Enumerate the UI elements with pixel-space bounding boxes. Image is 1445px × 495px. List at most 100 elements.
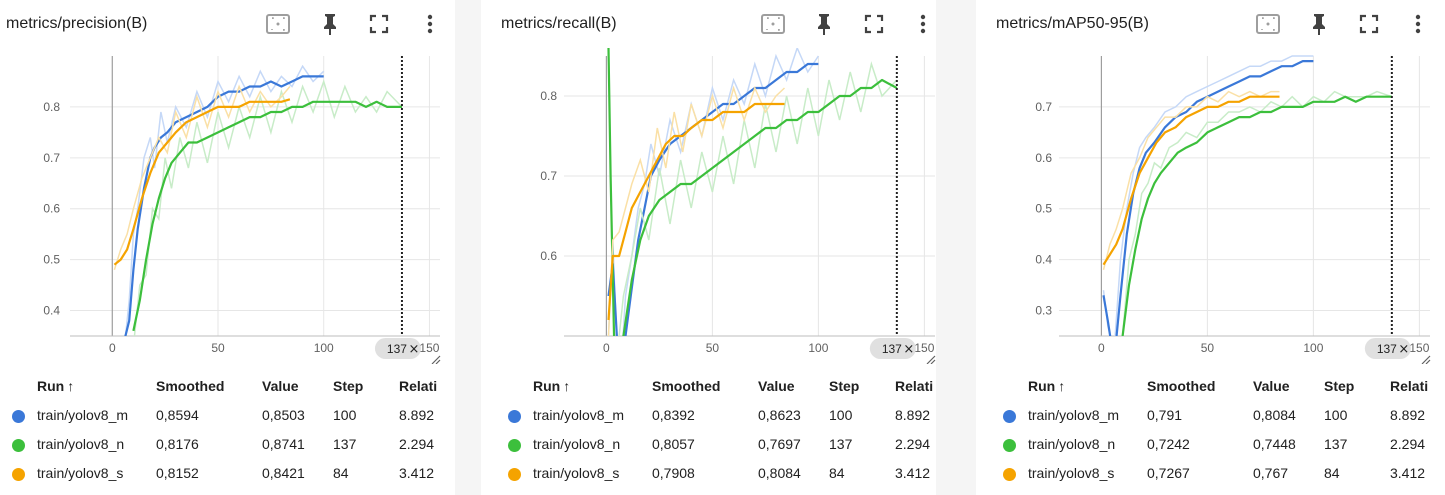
cell-relative: 2.294 (895, 436, 931, 452)
resize-handle-icon[interactable] (431, 355, 441, 364)
step-marker-chip[interactable] (374, 338, 421, 359)
fit-domain-icon[interactable] (264, 10, 292, 38)
y-tick-label: 0.5 (43, 253, 60, 267)
x-tick-label: 50 (211, 341, 225, 355)
column-header-value[interactable]: Value (262, 378, 299, 394)
cell-run: train/yolov8_n (37, 436, 125, 452)
column-header-value[interactable]: Value (1253, 378, 1290, 394)
column-header-step[interactable]: Step (829, 378, 860, 394)
table-row[interactable]: train/yolov8_s 0,8152 0,8421 84 3.412 (0, 465, 455, 485)
series-line (607, 102, 785, 321)
cell-step: 137 (333, 436, 357, 452)
column-header-relative[interactable]: Relati (1390, 378, 1429, 394)
column-header-smoothed[interactable]: Smoothed (652, 378, 721, 394)
pin-icon[interactable] (316, 10, 344, 38)
table-row[interactable]: train/yolov8_m 0,791 0,8084 100 8.892 (976, 407, 1431, 427)
line-chart[interactable]: 0.4 0.5 0.6 0.7 0.8 0 50 100 150 137 × (0, 48, 455, 364)
cell-relative: 3.412 (1390, 465, 1426, 481)
y-tick-label: 0.7 (540, 169, 557, 183)
column-header-value[interactable]: Value (758, 378, 795, 394)
line-chart[interactable]: 0.6 0.7 0.8 0 50 100 150 137 × (481, 48, 936, 364)
fullscreen-icon[interactable] (365, 10, 393, 38)
close-icon[interactable]: × (1398, 342, 1409, 357)
run-color-dot (1003, 439, 1016, 452)
resize-handle-icon[interactable] (1421, 355, 1431, 364)
x-tick-label: 150 (1409, 341, 1429, 355)
cell-run: train/yolov8_m (37, 407, 129, 423)
pin-icon[interactable] (1305, 10, 1333, 38)
cell-relative: 2.294 (399, 436, 435, 452)
line-chart[interactable]: 0.3 0.4 0.5 0.6 0.7 0 50 100 150 137 × (976, 48, 1445, 364)
column-header-smoothed[interactable]: Smoothed (1147, 378, 1216, 394)
x-tick-label: 150 (914, 341, 934, 355)
column-header-run[interactable]: Run ↑ (533, 378, 571, 394)
cell-step: 84 (333, 465, 349, 481)
y-tick-label: 0.3 (1035, 304, 1052, 318)
column-header-step[interactable]: Step (1324, 378, 1355, 394)
table-row[interactable]: train/yolov8_n 0,8057 0,7697 137 2.294 (481, 436, 936, 456)
close-icon[interactable]: × (408, 342, 419, 357)
cell-run: train/yolov8_s (37, 465, 124, 481)
y-tick-label: 0.7 (43, 151, 60, 165)
table-row[interactable]: train/yolov8_n 0,7242 0,7448 137 2.294 (976, 436, 1431, 456)
cell-value: 0,7448 (1253, 436, 1296, 452)
chart-title: metrics/recall(B) (501, 15, 617, 32)
table-row[interactable]: train/yolov8_s 0,7267 0,767 84 3.412 (976, 465, 1431, 485)
more-vert-icon[interactable] (1404, 10, 1432, 38)
series-raw-line (1121, 90, 1393, 336)
resize-handle-icon[interactable] (926, 355, 936, 364)
chart-title: metrics/mAP50-95(B) (996, 15, 1149, 32)
more-vert-icon[interactable] (909, 10, 936, 38)
column-header-smoothed[interactable]: Smoothed (156, 378, 225, 394)
fullscreen-icon[interactable] (1355, 10, 1383, 38)
column-header-relative[interactable]: Relati (399, 378, 438, 394)
step-marker-chip[interactable] (869, 338, 916, 359)
cell-step: 84 (1324, 465, 1340, 481)
chart-card-recall: metrics/recall(B) 0.6 0.7 0.8 0 50 100 150 137 ×… (481, 0, 936, 495)
sort-arrow-icon: ↑ (563, 378, 571, 394)
cell-smoothed: 0,8392 (652, 407, 695, 423)
step-marker-label: 137 (1377, 342, 1397, 356)
cell-smoothed: 0,8152 (156, 465, 199, 481)
table-row[interactable]: train/yolov8_s 0,7908 0,8084 84 3.412 (481, 465, 936, 485)
cell-value: 0,8084 (758, 465, 801, 481)
series-raw-line (607, 48, 820, 336)
more-vert-icon[interactable] (416, 10, 444, 38)
x-tick-label: 0 (1098, 341, 1105, 355)
cell-value: 0,8741 (262, 436, 305, 452)
series-raw-line (607, 48, 898, 336)
cell-step: 100 (829, 407, 853, 423)
fit-domain-icon[interactable] (759, 10, 787, 38)
cell-step: 137 (829, 436, 853, 452)
column-header-run[interactable]: Run ↑ (37, 378, 75, 394)
close-icon[interactable]: × (903, 342, 914, 357)
fit-domain-icon[interactable] (1254, 10, 1282, 38)
table-row[interactable]: train/yolov8_m 0,8392 0,8623 100 8.892 (481, 407, 936, 427)
x-tick-label: 50 (706, 341, 720, 355)
cell-relative: 8.892 (895, 407, 931, 423)
cell-value: 0,8503 (262, 407, 305, 423)
run-color-dot (12, 468, 25, 481)
column-header-relative[interactable]: Relati (895, 378, 934, 394)
table-row[interactable]: train/yolov8_n 0,8176 0,8741 137 2.294 (0, 436, 455, 456)
pin-icon[interactable] (810, 10, 838, 38)
chart-card-precision: metrics/precision(B) 0.4 0.5 0.6 0.7 0.8 0 50 1… (0, 0, 455, 495)
y-tick-label: 0.6 (1035, 151, 1052, 165)
sort-arrow-icon: ↑ (1058, 378, 1066, 394)
table-header-row: Run ↑ Smoothed Value Step Relati (481, 378, 936, 398)
series-raw-line (113, 84, 291, 271)
table-row[interactable]: train/yolov8_m 0,8594 0,8503 100 8.892 (0, 407, 455, 427)
fullscreen-icon[interactable] (860, 10, 888, 38)
column-header-run[interactable]: Run ↑ (1028, 378, 1066, 394)
cell-run: train/yolov8_m (1028, 407, 1120, 423)
cell-run: train/yolov8_s (1028, 465, 1115, 481)
step-marker-chip[interactable] (1364, 338, 1411, 359)
step-marker-label: 137 (882, 342, 902, 356)
cell-relative: 3.412 (399, 465, 435, 481)
cell-relative: 3.412 (895, 465, 931, 481)
series-line (1102, 95, 1280, 266)
run-color-dot (12, 439, 25, 452)
cell-run: train/yolov8_n (533, 436, 621, 452)
cell-step: 137 (1324, 436, 1348, 452)
column-header-step[interactable]: Step (333, 378, 364, 394)
